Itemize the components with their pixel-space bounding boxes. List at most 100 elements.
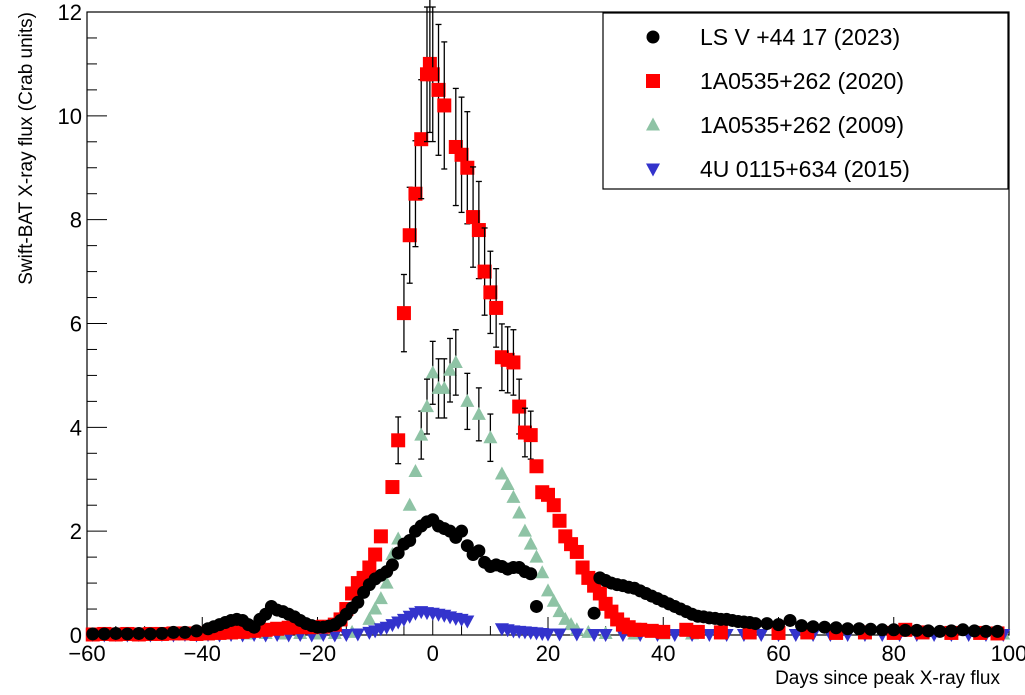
- legend-label: 1A0535+262 (2020): [700, 68, 904, 94]
- data-point: [448, 354, 463, 368]
- data-point: [535, 565, 550, 579]
- data-point: [512, 505, 527, 519]
- data-point: [529, 459, 544, 474]
- y-tick-label: 12: [58, 0, 82, 25]
- y-tick-label: 8: [70, 208, 82, 233]
- data-point: [483, 430, 498, 444]
- legend-label: LS V +44 17 (2023): [700, 24, 900, 50]
- data-point: [523, 428, 538, 443]
- legend-marker: [646, 30, 660, 44]
- data-point: [408, 463, 423, 477]
- data-point: [529, 549, 544, 563]
- data-point: [552, 513, 567, 528]
- data-point: [391, 433, 406, 448]
- data-point: [852, 622, 866, 636]
- data-point: [667, 628, 682, 642]
- data-point: [512, 399, 527, 414]
- data-point: [189, 624, 203, 638]
- data-point: [472, 544, 486, 558]
- data-point: [517, 523, 532, 537]
- data-point: [396, 306, 411, 321]
- data-point: [541, 583, 555, 597]
- data-point: [471, 223, 486, 238]
- legend-marker: [646, 117, 660, 131]
- data-point: [419, 399, 434, 413]
- data-point: [494, 466, 509, 480]
- data-point: [368, 547, 383, 562]
- data-point: [403, 534, 417, 548]
- data-point: [414, 427, 429, 441]
- data-point: [702, 628, 717, 642]
- data-point: [864, 622, 878, 636]
- data-point: [351, 595, 365, 609]
- data-point: [552, 628, 567, 642]
- data-point: [86, 627, 100, 641]
- data-point: [772, 618, 785, 632]
- data-point: [506, 355, 521, 370]
- data-point: [379, 575, 394, 589]
- data-point: [466, 210, 481, 225]
- y-tick-label: 6: [70, 312, 82, 337]
- data-point: [437, 98, 452, 113]
- x-axis-ticks: −60 −40 −20 0 20 40 60 80 100: [68, 617, 1025, 666]
- series-triangle-up: [85, 329, 1011, 640]
- data-point: [529, 599, 543, 613]
- data-point: [368, 601, 383, 615]
- y-axis-ticks: 0 2 4 6 8 10 12: [58, 0, 107, 648]
- data-point: [362, 560, 377, 575]
- data-point: [483, 285, 498, 300]
- data-point: [887, 623, 901, 637]
- data-point: [748, 617, 762, 631]
- legend-label: 1A0535+262 (2009): [700, 112, 904, 138]
- legend-marker: [646, 74, 660, 88]
- data-point: [841, 622, 855, 636]
- data-point: [270, 621, 285, 636]
- data-point: [477, 264, 492, 279]
- data-point: [166, 625, 180, 639]
- data-point: [454, 147, 469, 162]
- data-point: [350, 628, 365, 642]
- data-point: [788, 628, 803, 642]
- data-point: [431, 82, 446, 97]
- data-point: [385, 480, 400, 495]
- y-tick-label: 10: [58, 104, 82, 129]
- data-point: [425, 365, 440, 379]
- legend: LS V +44 17 (2023) 1A0535+262 (2020) 1A053…: [602, 12, 1009, 190]
- data-point: [546, 593, 561, 607]
- x-tick-label: 0: [427, 641, 439, 666]
- data-point: [990, 624, 1004, 638]
- data-point: [414, 132, 429, 147]
- data-point: [460, 393, 475, 407]
- data-point: [224, 625, 239, 640]
- data-point: [552, 604, 567, 618]
- data-point: [569, 628, 584, 642]
- data-point: [402, 497, 417, 511]
- data-point: [97, 627, 111, 641]
- data-point: [546, 498, 561, 513]
- data-point: [933, 624, 947, 638]
- data-point: [523, 536, 538, 550]
- data-point: [425, 67, 440, 82]
- data-point: [644, 623, 659, 638]
- data-point: [120, 627, 134, 641]
- x-tick-label: 100: [991, 641, 1025, 666]
- data-point: [598, 628, 613, 642]
- x-tick-label: −20: [299, 641, 336, 666]
- data-point: [679, 622, 694, 637]
- data-point: [489, 300, 504, 315]
- data-point: [910, 623, 924, 637]
- data-point: [373, 591, 388, 605]
- data-point: [754, 628, 769, 642]
- data-point: [437, 380, 452, 394]
- data-point: [460, 160, 475, 175]
- data-point: [967, 624, 981, 638]
- data-point: [541, 628, 555, 642]
- data-point: [258, 622, 273, 637]
- x-axis-title: Days since peak X-ray flux: [775, 668, 1000, 689]
- data-point: [471, 406, 486, 420]
- data-point: [569, 544, 584, 559]
- data-point: [385, 558, 399, 572]
- x-tick-label: −40: [184, 641, 221, 666]
- data-point: [944, 624, 958, 638]
